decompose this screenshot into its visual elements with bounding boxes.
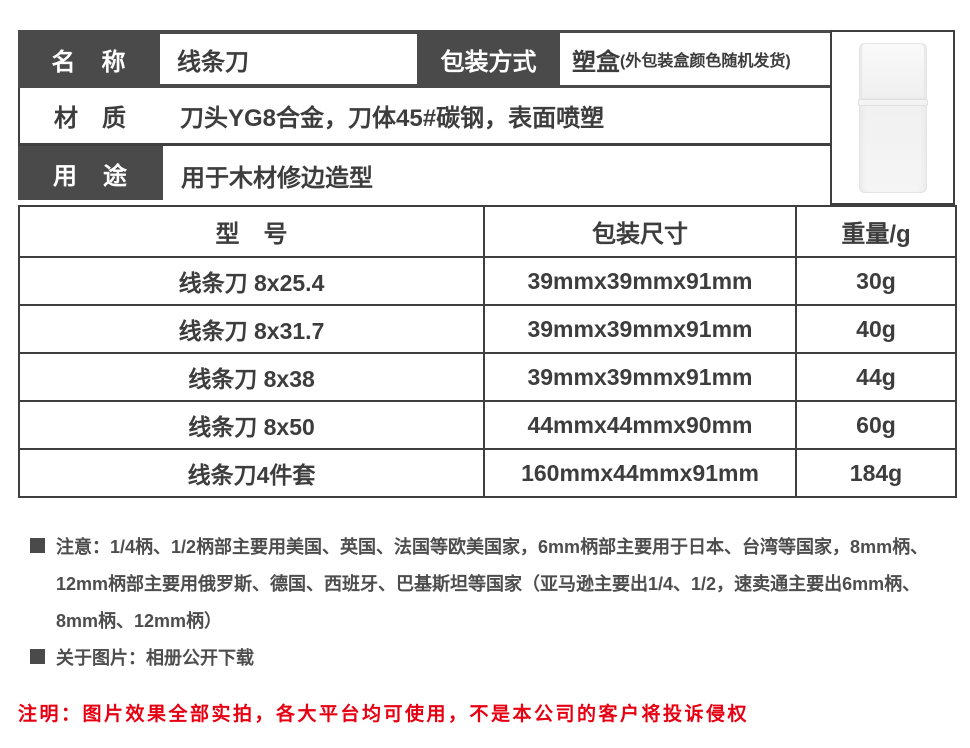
notes-section: 注意：1/4柄、1/2柄部主要用美国、英国、法国等欧美国家，6mm柄部主要用于日… — [30, 527, 955, 675]
weight-cell: 44g — [795, 352, 957, 402]
size-cell: 39mmx39mmx91mm — [483, 352, 797, 402]
spec-table: 名 称 线条刀 包装方式 塑盒 (外包装盒颜色随机发货) 材 质 刀头YG8合金，… — [18, 30, 955, 205]
product-photo-cell — [830, 30, 955, 205]
spec-rows: 名 称 线条刀 包装方式 塑盒 (外包装盒颜色随机发货) 材 质 刀头YG8合金，… — [18, 30, 830, 205]
usage-value: 用于木材修边造型 — [163, 146, 830, 205]
model-cell: 线条刀4件套 — [18, 448, 485, 498]
plastic-box-lid — [860, 42, 925, 99]
model-table: 型 号 包装尺寸 重量/g 线条刀 8x25.4 39mmx39mmx91mm … — [18, 205, 957, 498]
table-row: 线条刀 8x31.7 39mmx39mmx91mm 40g — [18, 304, 957, 354]
name-value: 线条刀 — [160, 34, 417, 84]
header-model: 型 号 — [18, 205, 485, 258]
name-label: 名 称 — [51, 48, 127, 76]
packaging-value: 塑盒 — [572, 48, 620, 76]
size-cell: 160mmx44mmx91mm — [483, 448, 797, 498]
square-bullet-icon — [30, 649, 45, 664]
material-label: 材 质 — [54, 105, 126, 132]
packaging-label: 包装方式 — [440, 48, 537, 76]
legal-notice: 注明：图片效果全部实拍，各大平台均可使用，不是本公司的客户将投诉侵权 — [18, 703, 750, 725]
size-cell: 39mmx39mmx91mm — [483, 304, 797, 354]
spec-row-material: 材 质 刀头YG8合金，刀体45#碳钢，表面喷塑 — [18, 88, 830, 146]
weight-cell: 184g — [795, 448, 957, 498]
attention-note-line-3: 8mm柄、12mm柄） — [30, 601, 955, 638]
material-value: 刀头YG8合金，刀体45#碳钢，表面喷塑 — [180, 105, 605, 132]
packaging-value-cell: 塑盒 (外包装盒颜色随机发货) — [560, 33, 830, 85]
attention-note-line-2: 12mm柄部主要用俄罗斯、德国、西班牙、巴基斯坦等国家（亚马逊主要出1/4、1/… — [30, 564, 955, 601]
size-cell: 39mmx39mmx91mm — [483, 256, 797, 306]
size-cell: 44mmx44mmx90mm — [483, 400, 797, 450]
attention-note-line-1: 注意：1/4柄、1/2柄部主要用美国、英国、法国等欧美国家，6mm柄部主要用于日… — [30, 527, 955, 564]
header-weight: 重量/g — [795, 205, 957, 258]
weight-cell: 40g — [795, 304, 957, 354]
header-package-size: 包装尺寸 — [483, 205, 797, 258]
usage-label: 用 途 — [18, 146, 163, 200]
spec-row-usage: 用 途 用于木材修边造型 — [18, 146, 830, 205]
plastic-box-image — [857, 42, 928, 193]
weight-cell: 60g — [795, 400, 957, 450]
square-bullet-icon — [30, 538, 45, 553]
plastic-box-flange — [857, 98, 928, 106]
table-row: 线条刀 8x50 44mmx44mmx90mm 60g — [18, 400, 957, 450]
model-table-header-row: 型 号 包装尺寸 重量/g — [18, 205, 957, 258]
weight-cell: 30g — [795, 256, 957, 306]
model-cell: 线条刀 8x25.4 — [18, 256, 485, 306]
model-cell: 线条刀 8x50 — [18, 400, 485, 450]
table-row: 线条刀4件套 160mmx44mmx91mm 184g — [18, 448, 957, 498]
about-images-line: 关于图片：相册公开下载 — [30, 638, 955, 675]
attention-text-2: 12mm柄部主要用俄罗斯、德国、西班牙、巴基斯坦等国家（亚马逊主要出1/4、1/… — [56, 573, 921, 594]
attention-text-1: 注意：1/4柄、1/2柄部主要用美国、英国、法国等欧美国家，6mm柄部主要用于日… — [56, 536, 929, 557]
attention-text-3: 8mm柄、12mm柄） — [56, 610, 223, 631]
table-row: 线条刀 8x38 39mmx39mmx91mm 44g — [18, 352, 957, 402]
packaging-note: (外包装盒颜色随机发货) — [620, 53, 791, 70]
content-area: 名 称 线条刀 包装方式 塑盒 (外包装盒颜色随机发货) 材 质 刀头YG8合金，… — [18, 30, 957, 726]
table-row: 线条刀 8x25.4 39mmx39mmx91mm 30g — [18, 256, 957, 306]
model-cell: 线条刀 8x38 — [18, 352, 485, 402]
about-images-text: 关于图片：相册公开下载 — [56, 647, 254, 668]
spec-row-name-packaging: 名 称 线条刀 包装方式 塑盒 (外包装盒颜色随机发货) — [18, 30, 830, 88]
model-cell: 线条刀 8x31.7 — [18, 304, 485, 354]
